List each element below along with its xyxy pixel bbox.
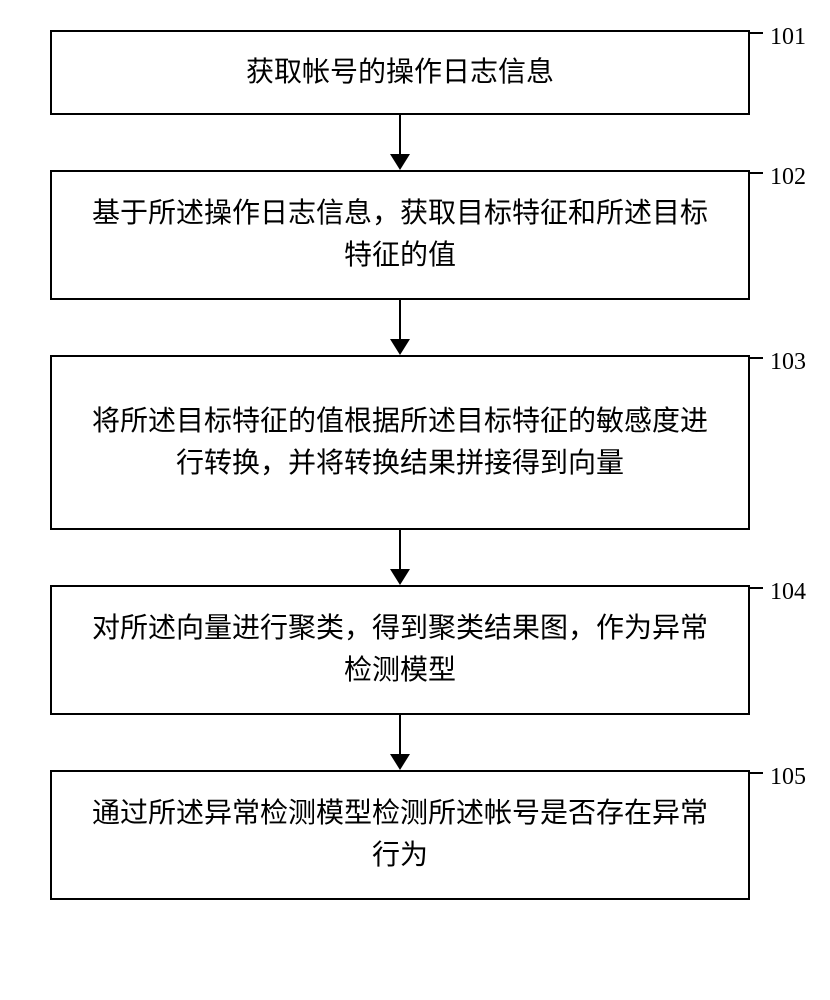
step-label-104: 104 [770,579,806,606]
arrow-head [390,154,410,170]
flowchart-container: 101 获取帐号的操作日志信息 102 基于所述操作日志信息，获取目标特征和所述… [50,30,750,900]
arrow-103-104 [50,530,750,585]
step-label-102: 102 [770,164,806,191]
arrow-line [399,530,401,570]
arrow-104-105 [50,715,750,770]
step-box-101: 101 获取帐号的操作日志信息 [50,30,750,115]
label-tick [748,32,763,34]
arrow-line [399,115,401,155]
arrow-line [399,715,401,755]
arrow-head [390,569,410,585]
step-box-104: 104 对所述向量进行聚类，得到聚类结果图，作为异常检测模型 [50,585,750,715]
step-box-105: 105 通过所述异常检测模型检测所述帐号是否存在异常行为 [50,770,750,900]
arrow-102-103 [50,300,750,355]
step-label-103: 103 [770,349,806,376]
arrow-head [390,754,410,770]
label-tick [748,587,763,589]
step-text-104: 对所述向量进行聚类，得到聚类结果图，作为异常检测模型 [82,608,718,692]
step-text-102: 基于所述操作日志信息，获取目标特征和所述目标特征的值 [82,193,718,277]
step-text-101: 获取帐号的操作日志信息 [246,52,554,94]
step-box-102: 102 基于所述操作日志信息，获取目标特征和所述目标特征的值 [50,170,750,300]
label-tick [748,357,763,359]
arrow-101-102 [50,115,750,170]
step-text-105: 通过所述异常检测模型检测所述帐号是否存在异常行为 [82,793,718,877]
step-box-103: 103 将所述目标特征的值根据所述目标特征的敏感度进行转换，并将转换结果拼接得到… [50,355,750,530]
step-text-103: 将所述目标特征的值根据所述目标特征的敏感度进行转换，并将转换结果拼接得到向量 [82,401,718,485]
label-tick [748,772,763,774]
arrow-line [399,300,401,340]
step-label-105: 105 [770,764,806,791]
label-tick [748,172,763,174]
step-label-101: 101 [770,24,806,51]
arrow-head [390,339,410,355]
